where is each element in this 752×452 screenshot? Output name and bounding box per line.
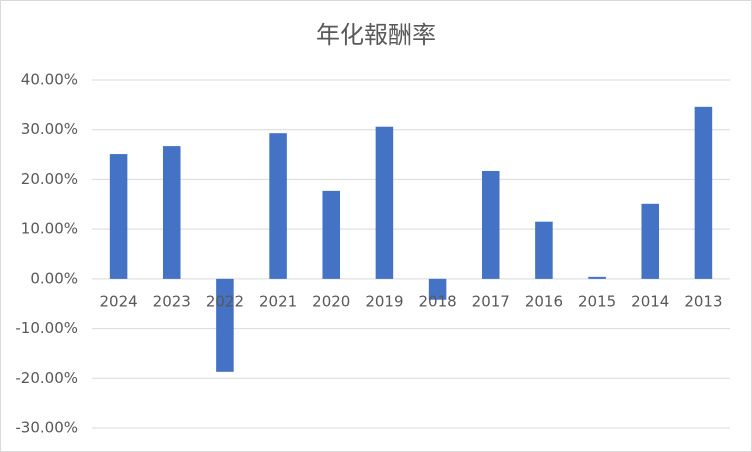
- bar: [162, 146, 181, 279]
- x-tick-label: 2020: [312, 292, 350, 310]
- bar: [481, 170, 500, 279]
- x-tick-label: 2023: [153, 292, 191, 310]
- y-tick-label: 10.00%: [21, 220, 78, 238]
- y-tick-label: 30.00%: [21, 120, 78, 138]
- bar: [269, 133, 287, 279]
- x-tick-label: 2016: [525, 292, 563, 310]
- x-tick-label: 2019: [365, 292, 403, 310]
- y-tick-label: 20.00%: [21, 170, 78, 188]
- x-tick-label: 2014: [631, 292, 669, 310]
- bar: [641, 203, 660, 279]
- x-tick-label: 2021: [259, 292, 297, 310]
- bar: [428, 278, 447, 300]
- chart-title: 年化報酬率: [316, 21, 436, 49]
- bar: [216, 278, 234, 372]
- y-tick-label: -10.00%: [15, 319, 78, 337]
- x-tick-label: 2013: [684, 292, 722, 310]
- bar: [375, 126, 394, 279]
- y-tick-label: -20.00%: [15, 369, 78, 387]
- y-tick-label: 0.00%: [30, 269, 78, 287]
- y-tick-label: 40.00%: [21, 71, 78, 89]
- x-tick-label: 2022: [206, 292, 244, 310]
- y-tick-label: -30.00%: [15, 419, 78, 437]
- bar: [535, 221, 553, 279]
- bar: [588, 276, 606, 279]
- x-tick-label: 2018: [418, 292, 456, 310]
- x-tick-label: 2024: [99, 292, 137, 310]
- x-tick-label: 2015: [578, 292, 616, 310]
- bar: [322, 190, 341, 279]
- bar: [694, 106, 713, 279]
- bar: [109, 154, 128, 279]
- x-tick-label: 2017: [472, 292, 510, 310]
